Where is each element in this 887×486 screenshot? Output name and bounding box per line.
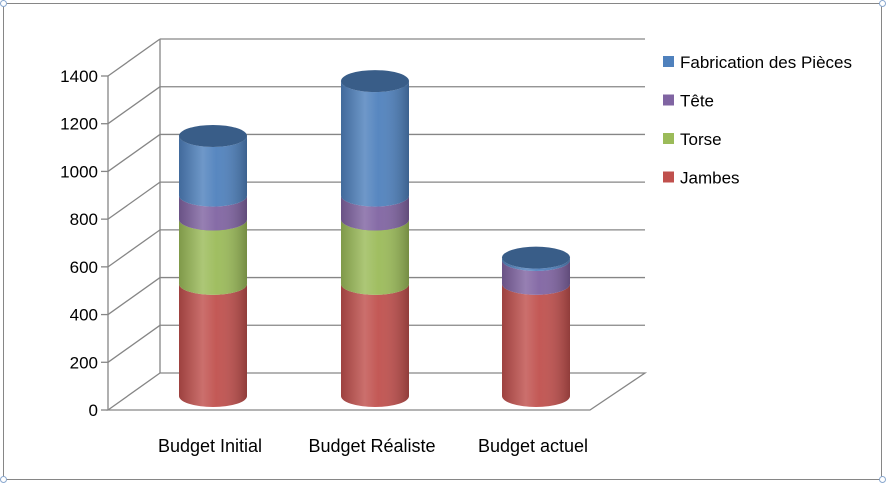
bar-shading — [179, 283, 247, 407]
legend-label: Jambes — [680, 169, 740, 188]
bar-shading — [502, 260, 570, 295]
legend-item: Jambes — [663, 169, 740, 188]
bar-top-cap — [502, 246, 570, 269]
y-axis: 0 200 400 600 800 1000 1200 1400 — [60, 67, 108, 420]
bar-shading — [179, 219, 247, 295]
legend: Fabrication des Pièces Tête Torse Jambes — [663, 53, 852, 188]
bar-top-cap — [341, 70, 409, 93]
side-gridline — [107, 133, 161, 172]
bar-shading — [341, 195, 409, 231]
resize-handle-top-right[interactable] — [879, 0, 886, 7]
chart-area[interactable]: 0 200 400 600 800 1000 1200 1400 Budget Initial… — [3, 3, 882, 480]
side-gridline — [107, 38, 161, 77]
legend-swatch — [663, 133, 674, 144]
y-tick-label: 1200 — [60, 115, 98, 134]
legend-item: Tête — [663, 92, 714, 111]
side-gridline — [107, 181, 161, 220]
bar-stack — [179, 124, 247, 407]
y-tick-label: 800 — [70, 210, 98, 229]
side-gridline — [107, 277, 161, 316]
side-gridline — [107, 229, 161, 268]
bar-stack — [341, 70, 409, 407]
y-tick-label: 600 — [70, 258, 98, 277]
y-tick-label: 400 — [70, 306, 98, 325]
legend-label: Torse — [680, 130, 722, 149]
x-axis: Budget Initial Budget Réaliste Budget actu… — [158, 436, 588, 456]
x-tick-label: Budget Initial — [158, 436, 262, 456]
y-tick-label: 200 — [70, 353, 98, 372]
legend-swatch — [663, 94, 674, 106]
legend-label: Tête — [680, 92, 714, 111]
bar-shading — [341, 283, 409, 407]
resize-handle-bottom-left[interactable] — [0, 476, 7, 483]
legend-item: Torse — [663, 130, 722, 149]
bar-shading — [179, 195, 247, 231]
floor — [105, 372, 648, 411]
legend-swatch — [663, 56, 674, 67]
side-gridline — [107, 324, 161, 363]
bar-shading — [341, 81, 409, 207]
bar-shading — [179, 135, 247, 207]
legend-item: Fabrication des Pièces — [663, 53, 852, 72]
bar-shading — [341, 219, 409, 295]
legend-label: Fabrication des Pièces — [680, 53, 852, 72]
x-tick-label: Budget Réaliste — [308, 436, 435, 456]
bar-stack — [502, 246, 570, 407]
y-tick-label: 1400 — [60, 67, 98, 86]
bar-top-cap — [179, 124, 247, 147]
legend-swatch — [663, 171, 674, 183]
resize-handle-top-left[interactable] — [0, 0, 7, 7]
resize-handle-bottom-right[interactable] — [879, 476, 886, 483]
bar-shading — [502, 283, 570, 407]
chart-svg: 0 200 400 600 800 1000 1200 1400 Budget Initial… — [60, 38, 852, 456]
y-tick-label: 1000 — [60, 162, 98, 181]
y-tick-label: 0 — [89, 401, 98, 420]
bar-group — [179, 70, 570, 407]
x-tick-label: Budget actuel — [478, 436, 588, 456]
side-gridline — [107, 86, 161, 125]
bar-shading — [502, 257, 570, 272]
